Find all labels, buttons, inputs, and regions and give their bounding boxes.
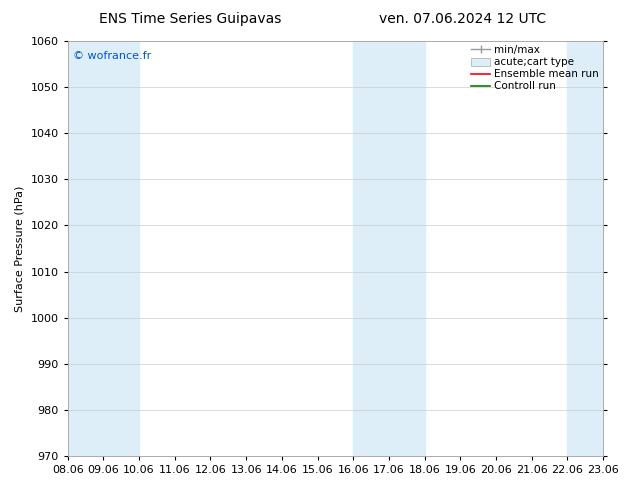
Legend: min/max, acute;cart type, Ensemble mean run, Controll run: min/max, acute;cart type, Ensemble mean … bbox=[469, 43, 601, 94]
Text: © wofrance.fr: © wofrance.fr bbox=[73, 51, 152, 61]
Y-axis label: Surface Pressure (hPa): Surface Pressure (hPa) bbox=[15, 185, 25, 312]
Text: ENS Time Series Guipavas: ENS Time Series Guipavas bbox=[99, 12, 281, 26]
Bar bbox=[353, 41, 425, 456]
Text: ven. 07.06.2024 12 UTC: ven. 07.06.2024 12 UTC bbox=[379, 12, 547, 26]
Bar bbox=[567, 41, 634, 456]
Bar bbox=[68, 41, 139, 456]
